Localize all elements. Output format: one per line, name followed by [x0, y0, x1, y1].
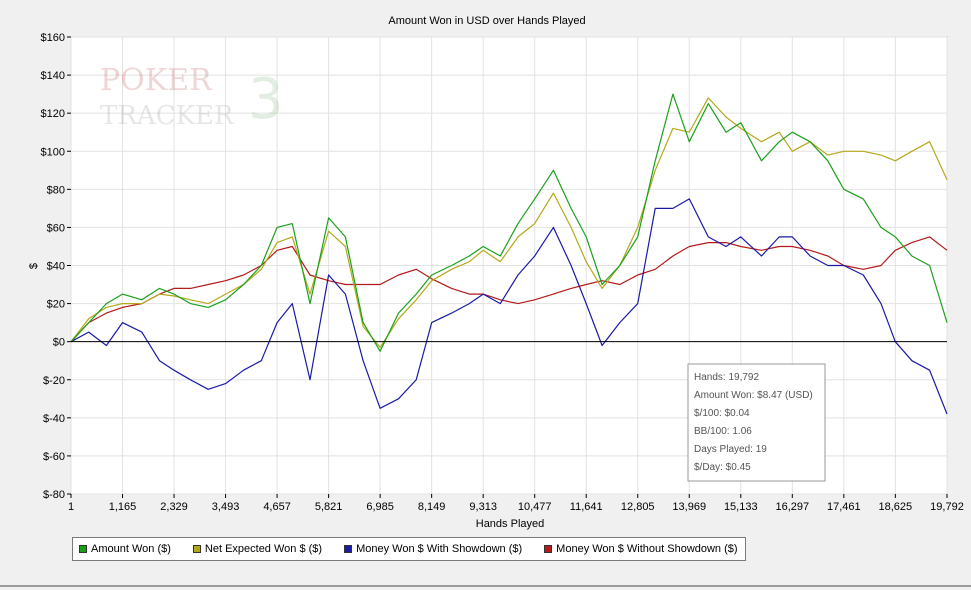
legend-swatch-amount-won — [79, 545, 87, 553]
x-tick-label: 6,985 — [366, 501, 394, 513]
x-tick-label: 2,329 — [160, 501, 188, 513]
legend-label-with-showdown: Money Won $ With Showdown ($) — [356, 543, 523, 555]
y-tick-label: $20 — [47, 299, 65, 311]
y-tick-label: $0 — [53, 337, 65, 349]
stats-info-box-frame — [687, 363, 826, 482]
stat-days-played: Days Played: 19 — [694, 444, 767, 455]
y-tick-label: $140 — [41, 70, 65, 82]
legend-swatch-net-expected-won — [192, 545, 201, 553]
x-tick-label: 11,641 — [570, 501, 603, 513]
x-tick-label: 15,133 — [724, 501, 758, 513]
legend-swatch-with-showdown — [344, 545, 353, 553]
legend-label-without-showdown: Money Won $ Without Showdown ($) — [556, 543, 738, 555]
series-lines — [70, 93, 948, 415]
x-tick-label: 18,625 — [879, 501, 913, 513]
x-tick-label: 19,792 — [930, 501, 964, 513]
x-tick-label: 12,805 — [621, 501, 655, 513]
y-tick-label: $120 — [41, 108, 65, 120]
legend: Amount Won ($) Net Expected Won $ ($) Mo… — [72, 537, 746, 561]
series-line-money-won-without-showdown — [70, 236, 948, 343]
x-tick-label: 13,969 — [672, 501, 706, 513]
stat-bb-per-100: BB/100: 1.06 — [694, 426, 752, 437]
y-tick-label: $-40 — [43, 413, 65, 425]
x-tick-label: 17,461 — [827, 501, 861, 513]
series-line-money-won-with-showdown — [70, 198, 948, 415]
window-bottom-border — [0, 585, 971, 587]
watermark-mark: 3 — [248, 67, 284, 132]
legend-label-amount-won: Amount Won ($) — [91, 543, 171, 555]
x-tick-label: 10,477 — [518, 501, 552, 513]
y-tick-label: $-80 — [43, 489, 65, 501]
x-tick-label: 9,313 — [469, 501, 497, 513]
chart-title: Amount Won in USD over Hands Played — [388, 15, 585, 27]
series-line-amount-won — [70, 93, 948, 352]
watermark-logo: POKER TRACKER 3 — [100, 63, 284, 132]
y-tick-label: $80 — [47, 184, 65, 196]
legend-item-amount-won[interactable]: Amount Won ($) — [79, 543, 171, 555]
y-tick-label: $100 — [41, 146, 65, 158]
x-tick-label: 5,821 — [315, 501, 343, 513]
series-line-net-expected-won — [70, 97, 948, 348]
x-axis-ticks: 1 1,165 2,329 3,493 4,657 5,821 6,985 8,149 9,31… — [68, 494, 964, 513]
stats-info-box: Hands: 19,792 Amount Won: $8.47 (USD) $/… — [687, 363, 826, 482]
x-axis-label: Hands Played — [476, 518, 545, 530]
x-tick-label: 1 — [68, 501, 74, 513]
legend-label-net-expected-won: Net Expected Won $ ($) — [204, 543, 323, 555]
y-tick-label: $160 — [41, 32, 65, 44]
y-tick-label: $-60 — [43, 451, 65, 463]
y-tick-label: $40 — [47, 261, 65, 273]
stat-dollars-per-100: $/100: $0.04 — [694, 408, 750, 419]
y-axis-ticks: $-80 $-60 $-40 $-20 $0 $20 $40 $60 $80 $100 $120 $1… — [41, 32, 71, 501]
y-tick-label: $60 — [47, 222, 65, 234]
stat-amount-won: Amount Won: $8.47 (USD) — [694, 390, 813, 401]
legend-item-without-showdown[interactable]: Money Won $ Without Showdown ($) — [544, 543, 738, 555]
legend-swatch-without-showdown — [544, 545, 553, 553]
watermark-poker: POKER — [100, 63, 213, 98]
x-tick-label: 3,493 — [212, 501, 240, 513]
x-tick-label: 4,657 — [263, 501, 291, 513]
legend-item-net-expected-won[interactable]: Net Expected Won $ ($) — [192, 543, 323, 555]
watermark-tracker: TRACKER — [100, 101, 235, 131]
x-tick-label: 1,165 — [109, 501, 137, 513]
y-tick-label: $-20 — [43, 375, 65, 387]
stat-dollars-per-day: $/Day: $0.45 — [694, 462, 751, 473]
stat-hands: Hands: 19,792 — [694, 372, 759, 383]
legend-item-with-showdown[interactable]: Money Won $ With Showdown ($) — [344, 543, 522, 555]
x-tick-label: 16,297 — [775, 501, 809, 513]
x-tick-label: 8,149 — [418, 501, 446, 513]
y-axis-label: $ — [28, 263, 40, 269]
